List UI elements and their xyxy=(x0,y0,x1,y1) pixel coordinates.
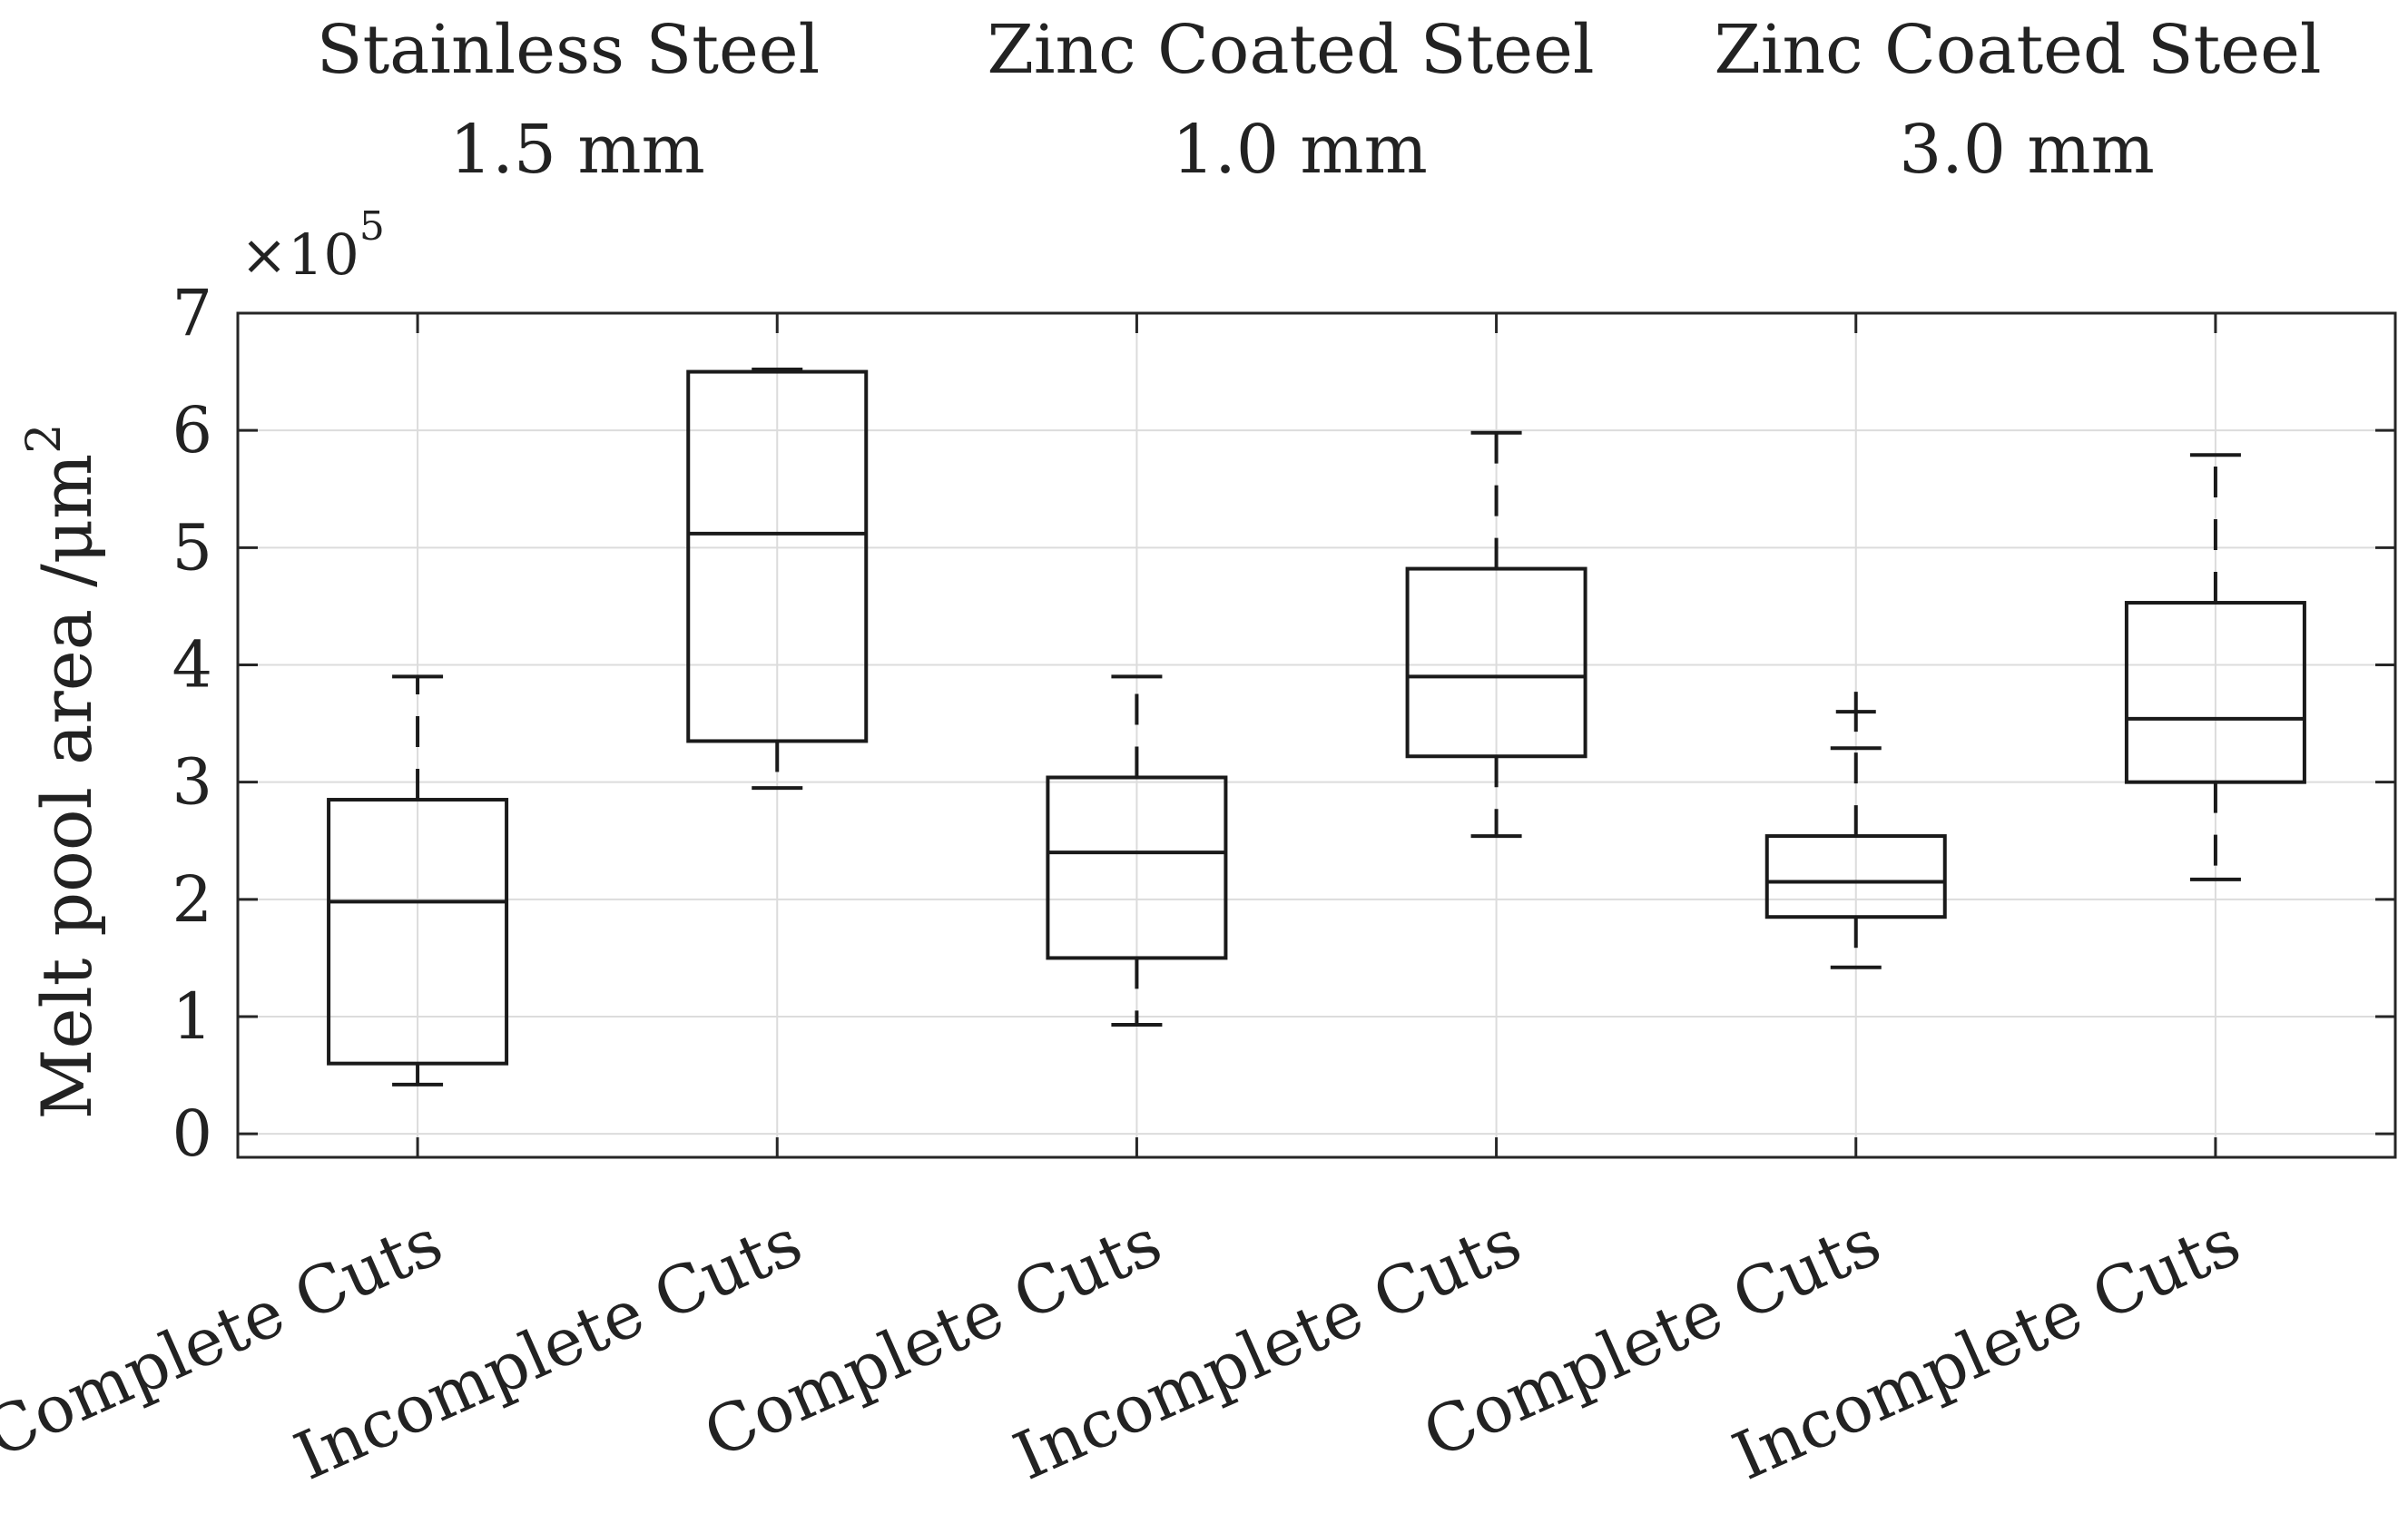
y-tick-label: 5 xyxy=(172,510,212,585)
y-axis-label: Melt pool area /μm2 xyxy=(17,424,107,1120)
iqr-box xyxy=(327,798,509,1066)
y-axis-label-superscript: 2 xyxy=(17,424,72,454)
outlier-marker xyxy=(1835,692,1876,733)
y-tick-labels: 0 1 2 3 4 5 6 7 xyxy=(172,276,212,1171)
iqr-box xyxy=(1046,775,1228,960)
y-tick-label: 3 xyxy=(172,745,212,820)
box-6 xyxy=(2124,453,2306,881)
y-tick-label: 1 xyxy=(172,979,212,1054)
box-2 xyxy=(686,368,869,791)
tick-layer xyxy=(238,311,2395,1157)
group-title-3-line2: 3.0 mm xyxy=(1899,111,2155,189)
y-tick-label: 7 xyxy=(172,276,212,350)
box-5 xyxy=(1764,692,1947,969)
group-title-1-line2: 1.5 mm xyxy=(449,111,705,189)
y-tick-label: 4 xyxy=(172,628,212,703)
iqr-box xyxy=(1764,834,1947,919)
group-title-1-line1: Stainless Steel xyxy=(317,11,821,89)
y-multiplier-exponent: 5 xyxy=(359,203,385,250)
box-layer xyxy=(327,368,2306,1086)
y-tick-label: 2 xyxy=(172,862,212,937)
grid-layer xyxy=(238,312,2395,1157)
box-3 xyxy=(1046,674,1228,1027)
y-tick-label: 0 xyxy=(172,1096,212,1171)
y-multiplier: ×105 xyxy=(241,203,385,288)
group-title-2-line1: Zinc Coated Steel xyxy=(987,11,1594,89)
iqr-box xyxy=(686,369,869,743)
group-title-3-line1: Zinc Coated Steel xyxy=(1714,11,2321,89)
iqr-box xyxy=(2124,601,2306,784)
iqr-box xyxy=(1405,566,1587,759)
box-1 xyxy=(327,674,509,1086)
group-titles: Stainless Steel 1.5 mm Zinc Coated Steel… xyxy=(317,11,2322,189)
y-tick-label: 6 xyxy=(172,393,212,467)
box-4 xyxy=(1405,430,1587,839)
y-multiplier-base: ×10 xyxy=(241,221,359,288)
y-axis-label-base: Melt pool area /μm xyxy=(26,454,107,1120)
plot-frame xyxy=(236,311,2397,1159)
group-title-2-line2: 1.0 mm xyxy=(1172,111,1428,189)
